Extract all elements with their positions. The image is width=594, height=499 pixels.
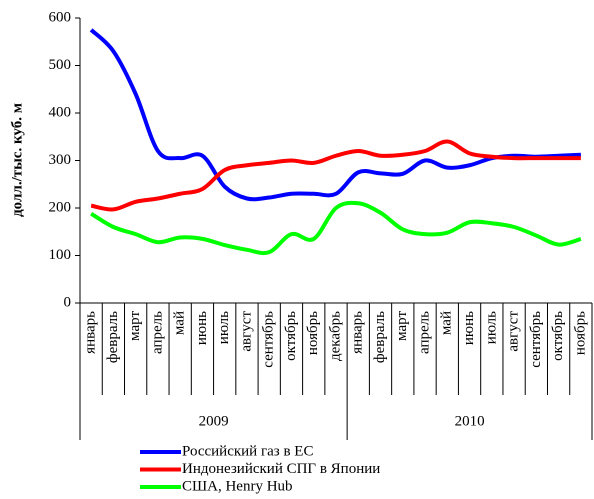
x-tick-label: сентябрь xyxy=(261,311,277,368)
series-line xyxy=(89,28,581,202)
series-line xyxy=(90,200,582,256)
y-tick-label: 100 xyxy=(49,247,72,263)
y-tick-label: 400 xyxy=(49,104,72,120)
legend-label: Российский газ в ЕС xyxy=(182,443,313,459)
y-tick-label: 0 xyxy=(64,294,72,310)
x-tick-label: апрель xyxy=(416,311,432,354)
y-tick-label: 600 xyxy=(49,9,72,25)
x-tick-label: май xyxy=(439,311,455,335)
y-axis-label: долл./тыс. куб. м xyxy=(9,103,25,217)
y-tick-label: 500 xyxy=(49,57,72,73)
x-tick-label: апрель xyxy=(149,311,165,354)
x-tick-label: октябрь xyxy=(283,311,299,361)
x-tick-label: март xyxy=(394,311,410,341)
x-tick-label: июль xyxy=(216,311,232,344)
x-tick-label: февраль xyxy=(372,311,388,363)
x-tick-label: ноябрь xyxy=(572,311,588,355)
x-tick-label: июль xyxy=(483,311,499,344)
x-tick-label: август xyxy=(506,311,522,352)
x-tick-label: январь xyxy=(350,311,366,354)
legend-label: США, Henry Hub xyxy=(182,478,293,494)
x-tick-label: октябрь xyxy=(550,311,566,361)
x-tick-label: ноябрь xyxy=(305,311,321,355)
x-tick-label: июнь xyxy=(194,311,210,345)
x-tick-label: январь xyxy=(83,311,99,354)
y-tick-label: 300 xyxy=(49,152,72,168)
series-line xyxy=(90,139,581,212)
x-tick-label: март xyxy=(127,311,143,341)
year-label: 2010 xyxy=(455,413,485,429)
x-tick-label: май xyxy=(172,311,188,335)
x-tick-label: февраль xyxy=(105,311,121,363)
legend-label: Индонезийский СПГ в Японии xyxy=(182,461,380,477)
year-label: 2009 xyxy=(199,413,229,429)
x-tick-label: сентябрь xyxy=(528,311,544,368)
y-tick-label: 200 xyxy=(49,199,72,215)
x-tick-label: август xyxy=(238,311,254,352)
x-tick-label: декабрь xyxy=(327,311,343,361)
x-tick-label: июнь xyxy=(461,311,477,345)
